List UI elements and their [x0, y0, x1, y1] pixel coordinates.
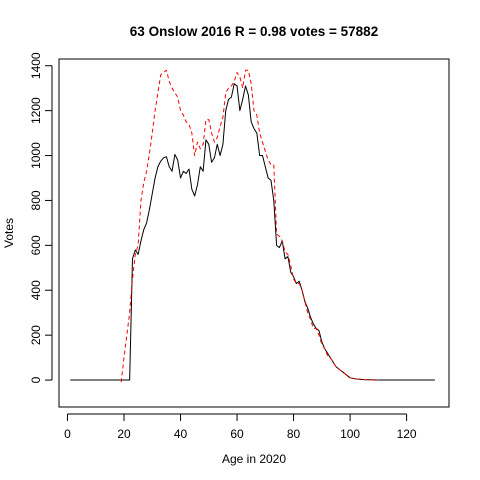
chart-title: 63 Onslow 2016 R = 0.98 votes = 57882 — [130, 24, 378, 39]
x-tick-label: 0 — [64, 427, 71, 441]
x-tick-label: 40 — [174, 427, 188, 441]
y-tick-label: 1000 — [29, 142, 43, 169]
x-tick-label: 60 — [230, 427, 244, 441]
series-layer — [70, 69, 435, 383]
y-tick-label: 200 — [29, 325, 43, 345]
x-tick-label: 120 — [397, 427, 417, 441]
x-tick-label: 100 — [340, 427, 360, 441]
y-tick-label: 800 — [29, 190, 43, 210]
x-tick-label: 20 — [117, 427, 131, 441]
y-axis-label: Votes — [2, 218, 16, 248]
y-tick-label: 1200 — [29, 97, 43, 124]
x-axis: 0 20 40 60 80 100 120 — [64, 413, 417, 441]
y-tick-label: 0 — [29, 376, 43, 383]
series-line-2 — [120, 69, 379, 383]
y-tick-label: 1400 — [29, 52, 43, 79]
y-tick-label: 400 — [29, 280, 43, 300]
x-tick-label: 80 — [287, 427, 301, 441]
x-axis-label: Age in 2020 — [222, 452, 286, 466]
y-axis: 0 200 400 600 800 1000 1200 1400 — [29, 52, 53, 383]
y-tick-label: 600 — [29, 235, 43, 255]
plot-area-frame — [58, 58, 450, 408]
